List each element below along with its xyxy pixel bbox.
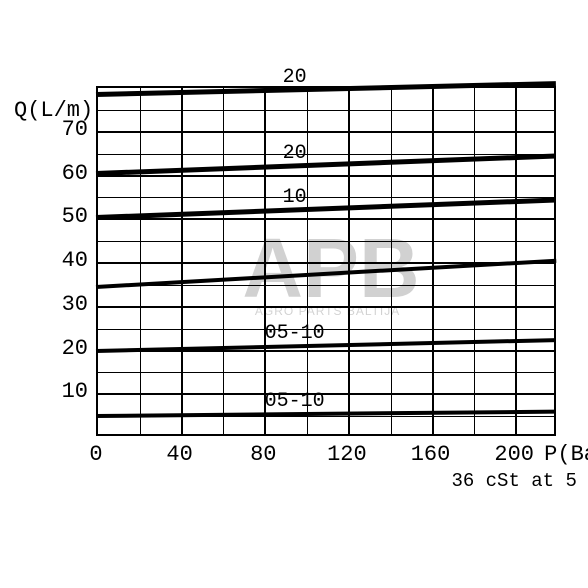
- gridline-horizontal: [98, 218, 554, 220]
- series-label: 10: [283, 186, 307, 209]
- x-tick-label: 0: [89, 442, 102, 467]
- series-label: 05-10: [265, 322, 325, 345]
- y-tick-label: 20: [62, 336, 88, 361]
- series-label: 20: [283, 142, 307, 165]
- gridline-vertical: [181, 88, 183, 434]
- y-tick-label: 50: [62, 204, 88, 229]
- y-axis-label: Q(L/m): [14, 98, 93, 123]
- y-tick-label: 40: [62, 248, 88, 273]
- x-tick-label: 200: [494, 442, 534, 467]
- gridline-horizontal: [98, 329, 554, 330]
- gridline-vertical: [140, 88, 141, 434]
- gridline-horizontal: [98, 175, 554, 177]
- x-tick-label: 80: [250, 442, 276, 467]
- series-label: 20: [283, 66, 307, 89]
- gridline-horizontal: [98, 197, 554, 198]
- y-tick-label: 60: [62, 161, 88, 186]
- gridline-vertical: [223, 88, 224, 434]
- gridline-horizontal: [98, 131, 554, 133]
- y-tick-label: 10: [62, 379, 88, 404]
- x-tick-label: 160: [411, 442, 451, 467]
- x-tick-label: 120: [327, 442, 367, 467]
- gridline-vertical: [474, 88, 475, 434]
- gridline-horizontal: [98, 372, 554, 373]
- gridline-vertical: [432, 88, 434, 434]
- x-tick-label: 40: [166, 442, 192, 467]
- series-label: 05-10: [265, 390, 325, 413]
- x-axis-label: P(Bar: [544, 442, 588, 467]
- subtitle: 36 cSt at 5: [451, 470, 576, 492]
- y-tick-label: 30: [62, 292, 88, 317]
- gridline-horizontal: [98, 393, 554, 395]
- gridline-horizontal: [98, 110, 554, 111]
- watermark-sub: AGRO PARTS BALTIJA: [255, 305, 400, 317]
- gridline-horizontal: [98, 154, 554, 155]
